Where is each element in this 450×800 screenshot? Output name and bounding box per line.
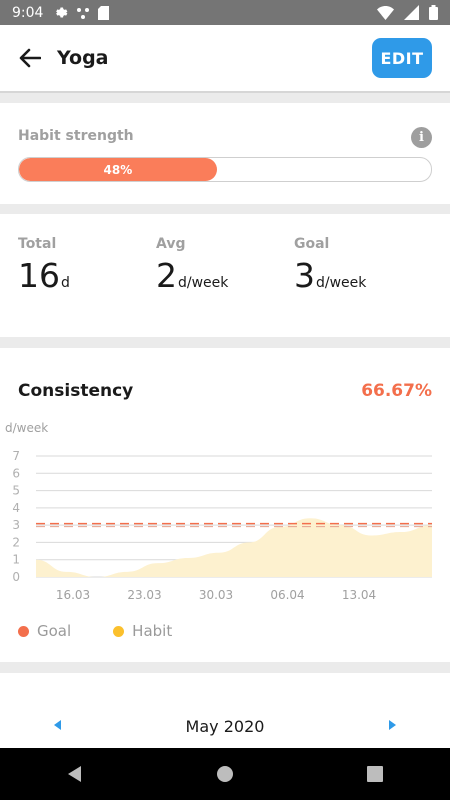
nav-home-button[interactable] <box>205 754 245 794</box>
x-tick-label: 30.03 <box>199 588 233 602</box>
back-button[interactable] <box>15 43 45 73</box>
consistency-percent: 66.67% <box>361 381 432 401</box>
stat-total-value: 16 <box>18 256 60 295</box>
stat-goal-unit: d/week <box>316 275 367 291</box>
nav-back-button[interactable] <box>55 754 95 794</box>
goal-dot-icon <box>18 625 29 637</box>
status-time: 9:04 <box>12 4 44 21</box>
info-icon[interactable]: i <box>411 127 432 148</box>
previous-month-icon[interactable] <box>51 718 65 732</box>
stat-goal-value: 3 <box>294 256 315 295</box>
calendar-card: May 2020 <box>0 673 450 748</box>
y-axis-label: d/week <box>5 421 48 435</box>
consistency-title: Consistency <box>18 381 134 401</box>
consistency-card: Consistency 66.67% d/week 0 1 2 3 4 5 6 7 16.03 23… <box>0 348 450 662</box>
status-bar: 9:04 <box>0 0 450 25</box>
x-tick-label: 06.04 <box>270 588 304 602</box>
nav-recents-button[interactable] <box>355 754 395 794</box>
habit-strength-bar: 48% <box>18 157 432 182</box>
y-tick-label: 7 <box>12 449 20 463</box>
y-tick-label: 5 <box>12 484 20 498</box>
signal-icon <box>404 5 419 20</box>
y-tick-label: 3 <box>12 518 20 532</box>
edit-button[interactable]: EDIT <box>372 38 432 78</box>
legend-habit-label: Habit <box>132 622 173 640</box>
stat-total-label: Total <box>18 236 57 252</box>
next-month-icon[interactable] <box>385 718 399 732</box>
stat-goal: Goal 3 d/week <box>294 236 366 295</box>
legend-habit[interactable]: Habit <box>113 622 172 640</box>
stat-goal-label: Goal <box>294 236 330 252</box>
habit-strength-fill: 48% <box>19 158 217 181</box>
habit-strength-card: Habit strength i 48% <box>0 103 450 204</box>
habit-strength-label: Habit strength <box>18 128 134 144</box>
stat-total-unit: d <box>61 275 70 291</box>
arrow-left-icon <box>19 48 41 68</box>
battery-icon <box>429 5 438 20</box>
y-tick-label: 1 <box>12 553 20 567</box>
consistency-chart: d/week 0 1 2 3 4 5 6 7 16.03 23.03 30.03 06.04 13.04 <box>5 421 432 602</box>
legend-goal[interactable]: Goal <box>18 622 71 640</box>
y-tick-label: 6 <box>12 466 20 480</box>
legend-goal-label: Goal <box>37 622 72 640</box>
wifi-icon <box>377 5 394 20</box>
habit-series-area <box>36 518 432 577</box>
system-nav-bar <box>0 748 450 800</box>
square-recents-icon <box>367 766 383 782</box>
stat-avg: Avg 2 d/week <box>156 236 228 295</box>
page-title: Yoga <box>57 47 109 69</box>
y-tick-label: 0 <box>12 570 20 584</box>
calendar-month: May 2020 <box>185 717 265 736</box>
y-tick-label: 2 <box>12 535 20 549</box>
settings-icon <box>53 5 68 20</box>
x-tick-label: 23.03 <box>127 588 161 602</box>
app-bar: Yoga EDIT <box>0 25 450 93</box>
habit-strength-percent: 48% <box>103 162 133 177</box>
x-tick-label: 16.03 <box>56 588 90 602</box>
circle-home-icon <box>217 766 233 782</box>
y-tick-label: 4 <box>12 501 20 515</box>
sd-card-icon <box>98 5 110 20</box>
stat-total: Total 16 d <box>18 236 70 295</box>
habit-dot-icon <box>113 625 125 637</box>
stats-card: Total 16 d Avg 2 d/week Goal 3 d/week <box>0 214 450 337</box>
stat-avg-label: Avg <box>156 236 186 252</box>
stat-avg-value: 2 <box>156 256 177 295</box>
triangle-back-icon <box>68 766 81 782</box>
x-tick-label: 13.04 <box>342 588 376 602</box>
dots-icon <box>76 6 90 20</box>
chart-legend: Goal Habit <box>18 622 172 640</box>
stat-avg-unit: d/week <box>178 275 229 291</box>
